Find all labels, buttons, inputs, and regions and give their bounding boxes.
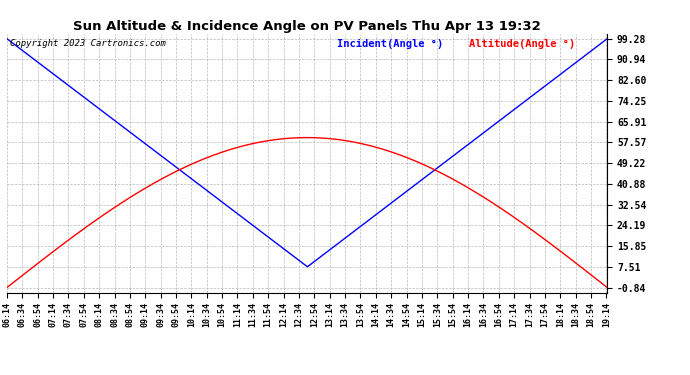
- Text: Copyright 2023 Cartronics.com: Copyright 2023 Cartronics.com: [10, 39, 166, 48]
- Text: Incident(Angle °): Incident(Angle °): [337, 39, 443, 49]
- Title: Sun Altitude & Incidence Angle on PV Panels Thu Apr 13 19:32: Sun Altitude & Incidence Angle on PV Pan…: [73, 20, 541, 33]
- Text: Altitude(Angle °): Altitude(Angle °): [469, 39, 575, 49]
